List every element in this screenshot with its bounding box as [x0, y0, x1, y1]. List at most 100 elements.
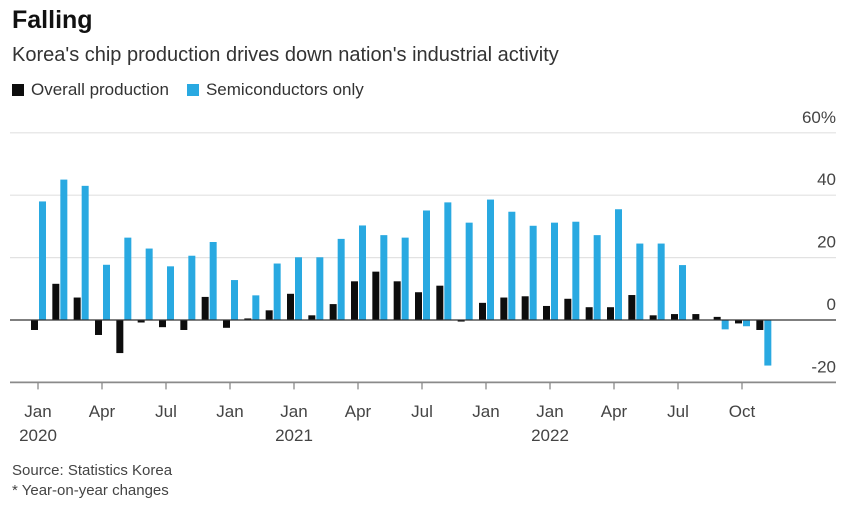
bar-overall-0 — [31, 320, 38, 330]
x-tick-year-label: 2021 — [275, 426, 313, 445]
axes — [10, 319, 836, 390]
legend-item-overall: Overall production — [12, 80, 169, 100]
bar-overall-23 — [521, 296, 529, 320]
x-tick-year-label: 2022 — [531, 426, 569, 445]
x-tick-label: Jan — [536, 402, 563, 421]
bar-overall-14 — [329, 304, 337, 320]
x-tick-label: Jan — [472, 402, 499, 421]
bar-semiconductors-4 — [124, 237, 132, 320]
bar-overall-6 — [159, 320, 166, 328]
bar-overall-17 — [393, 281, 401, 320]
legend-item-semiconductors: Semiconductors only — [186, 80, 364, 100]
bar-semiconductors-19 — [444, 202, 452, 320]
bar-semiconductors-13 — [316, 257, 324, 320]
bar-semiconductors-17 — [401, 237, 409, 320]
x-tick-label: Apr — [601, 402, 628, 421]
x-tick-label: Jan — [216, 402, 243, 421]
bar-semiconductors-12 — [295, 257, 302, 320]
source-text: Source: Statistics Korea — [12, 462, 173, 479]
bar-semiconductors-23 — [529, 225, 537, 320]
x-tick-year-label: 2020 — [19, 426, 57, 445]
legend-swatch-semiconductors — [186, 84, 199, 96]
x-tick-label: Jan — [280, 402, 307, 421]
bar-overall-4 — [116, 320, 124, 354]
bar-overall-28 — [628, 295, 636, 320]
bar-semiconductors-29 — [657, 243, 665, 320]
bar-semiconductors-9 — [231, 280, 238, 320]
y-tick-label: 60% — [802, 108, 836, 127]
bar-overall-3 — [95, 320, 102, 335]
bar-semiconductors-2 — [81, 185, 89, 320]
bar-semiconductors-24 — [551, 222, 558, 320]
chart-title: Falling — [12, 6, 93, 34]
bar-semiconductors-10 — [252, 295, 260, 320]
x-tick-label: Jul — [667, 402, 689, 421]
bar-semiconductors-1 — [60, 179, 68, 320]
y-tick-label: 20 — [817, 233, 836, 252]
bar-overall-21 — [479, 302, 486, 320]
bar-overall-7 — [180, 320, 188, 330]
bar-semiconductors-32 — [721, 320, 729, 330]
bar-overall-30 — [671, 314, 678, 320]
bar-overall-29 — [649, 315, 657, 320]
x-tick-label: Jul — [411, 402, 433, 421]
bar-semiconductors-8 — [209, 242, 217, 320]
bar-semiconductors-0 — [39, 201, 46, 320]
bar-overall-24 — [543, 305, 550, 320]
bars — [31, 179, 772, 366]
bar-overall-11 — [265, 310, 273, 320]
x-tick-labels: Jan 2020 Apr Jul Jan Jan 2021 Apr Jul Jan Jan 2022 A… — [19, 402, 755, 445]
x-tick-label: Jan — [24, 402, 51, 421]
source-note: Source: Statistics Korea * Year-on-year … — [12, 461, 172, 501]
legend: Overall production Semiconductors only — [12, 80, 382, 100]
bar-overall-5 — [137, 320, 145, 323]
bar-semiconductors-30 — [679, 265, 686, 320]
bar-overall-32 — [713, 316, 721, 320]
bar-overall-27 — [607, 307, 614, 320]
bar-semiconductors-18 — [423, 210, 430, 320]
bar-semiconductors-27 — [615, 209, 622, 320]
x-tick-label: Oct — [729, 402, 756, 421]
bar-overall-2 — [73, 297, 81, 320]
bar-semiconductors-22 — [508, 211, 516, 320]
bar-overall-1 — [52, 283, 60, 320]
bar-overall-34 — [756, 320, 764, 330]
bar-overall-13 — [308, 315, 316, 320]
bar-overall-15 — [351, 281, 358, 320]
bar-semiconductors-7 — [188, 255, 196, 320]
bar-semiconductors-11 — [273, 263, 281, 320]
bar-semiconductors-16 — [380, 235, 388, 320]
bar-overall-26 — [585, 307, 593, 320]
bar-overall-33 — [735, 320, 742, 324]
bar-semiconductors-14 — [337, 238, 345, 320]
bar-overall-12 — [287, 293, 294, 320]
bar-overall-9 — [223, 320, 230, 328]
y-tick-labels: 60% 40 20 0 -20 — [802, 108, 836, 377]
footnote-text: * Year-on-year changes — [12, 482, 169, 499]
bar-overall-20 — [457, 320, 465, 322]
bar-overall-8 — [201, 296, 209, 320]
bar-overall-16 — [372, 271, 380, 320]
bar-overall-18 — [415, 292, 422, 320]
bar-semiconductors-28 — [636, 243, 644, 320]
bar-semiconductors-3 — [103, 264, 110, 320]
chart-subtitle: Korea's chip production drives down nati… — [12, 44, 559, 66]
legend-label-semiconductors: Semiconductors only — [205, 80, 364, 99]
y-tick-label: 40 — [817, 170, 836, 189]
bar-overall-19 — [436, 285, 444, 320]
bar-semiconductors-33 — [743, 320, 750, 327]
y-tick-label: -20 — [811, 357, 836, 376]
bar-semiconductors-25 — [572, 221, 580, 320]
bar-semiconductors-6 — [167, 266, 174, 320]
bar-semiconductors-34 — [764, 320, 772, 366]
bar-semiconductors-26 — [593, 235, 601, 320]
legend-swatch-overall — [12, 84, 24, 96]
x-tick-label: Apr — [345, 402, 372, 421]
bar-semiconductors-5 — [145, 248, 153, 320]
bar-semiconductors-20 — [465, 222, 473, 320]
x-tick-label: Jul — [155, 402, 177, 421]
bar-overall-22 — [500, 297, 508, 320]
bar-overall-25 — [564, 298, 572, 320]
legend-label-overall: Overall production — [31, 80, 169, 99]
